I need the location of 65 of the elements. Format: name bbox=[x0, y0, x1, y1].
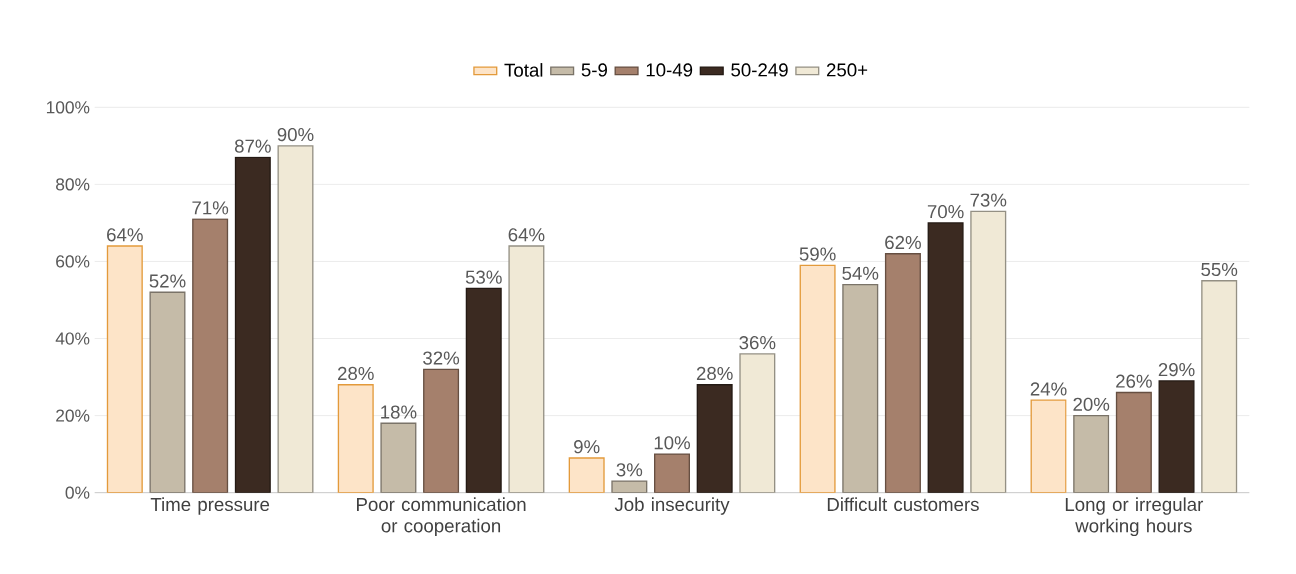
bar bbox=[568, 457, 605, 493]
data-label: 24% bbox=[1030, 382, 1067, 396]
data-label: 32% bbox=[423, 351, 460, 365]
bar bbox=[1158, 380, 1195, 493]
data-label: 59% bbox=[799, 247, 836, 261]
bar bbox=[799, 264, 836, 493]
bar bbox=[277, 145, 314, 493]
x-tick-label: Long or irregular working hours bbox=[1065, 497, 1204, 537]
bar bbox=[380, 422, 417, 493]
data-label: 28% bbox=[696, 366, 733, 381]
data-label: 64% bbox=[107, 228, 143, 242]
data-label: 26% bbox=[1116, 374, 1152, 388]
bar bbox=[337, 384, 374, 493]
data-label: 62% bbox=[885, 235, 921, 250]
bar bbox=[508, 245, 545, 493]
data-label: 18% bbox=[381, 405, 417, 419]
bar bbox=[696, 384, 733, 493]
bar bbox=[423, 368, 460, 493]
bar bbox=[884, 253, 921, 493]
y-tick-label: 80% bbox=[56, 178, 90, 191]
legend-label: Total bbox=[504, 63, 543, 77]
bar bbox=[1201, 280, 1238, 493]
legend-label: 5-9 bbox=[581, 63, 607, 77]
y-tick-label: 60% bbox=[56, 255, 90, 268]
y-tick-label: 0% bbox=[65, 486, 90, 499]
bar bbox=[1073, 414, 1110, 493]
data-label: 71% bbox=[192, 201, 229, 215]
legend-label: 250+ bbox=[826, 63, 868, 77]
x-tick-label: Time pressure bbox=[150, 497, 270, 515]
legend-label: 10-49 bbox=[646, 63, 693, 77]
y-tick-label: 40% bbox=[55, 332, 90, 345]
y-tick-label: 100% bbox=[46, 101, 90, 114]
y-tick-label: 20% bbox=[56, 409, 90, 422]
data-label: 70% bbox=[927, 205, 964, 219]
data-label: 29% bbox=[1158, 363, 1195, 377]
bar bbox=[192, 218, 229, 493]
data-label: 90% bbox=[277, 127, 314, 142]
bar bbox=[842, 283, 879, 493]
data-label: 55% bbox=[1201, 262, 1238, 277]
bar bbox=[654, 453, 691, 493]
bar bbox=[970, 210, 1007, 493]
x-tick-label: Job insecurity bbox=[614, 497, 730, 515]
bar bbox=[465, 287, 502, 493]
data-label: 9% bbox=[574, 440, 600, 454]
data-label: 64% bbox=[508, 228, 545, 242]
data-label: 10% bbox=[654, 436, 691, 450]
data-label: 3% bbox=[616, 463, 643, 477]
data-label: 20% bbox=[1073, 397, 1110, 411]
data-label: 73% bbox=[970, 193, 1007, 207]
x-tick-label: Difficult customers bbox=[827, 497, 979, 512]
x-tick-label: Poor communication or cooperation bbox=[357, 497, 526, 537]
legend-label: 50-249 bbox=[731, 63, 788, 77]
data-label: 54% bbox=[842, 266, 879, 280]
data-label: 52% bbox=[149, 274, 186, 288]
data-label: 87% bbox=[234, 139, 271, 153]
bar bbox=[149, 291, 186, 493]
bar bbox=[739, 353, 776, 493]
data-label: 36% bbox=[739, 336, 776, 350]
bar bbox=[927, 222, 964, 493]
data-label: 53% bbox=[465, 270, 502, 284]
data-label: 28% bbox=[338, 366, 374, 381]
bar bbox=[106, 245, 143, 493]
bar bbox=[1030, 399, 1067, 493]
bar bbox=[1115, 391, 1152, 493]
bar bbox=[234, 156, 271, 493]
